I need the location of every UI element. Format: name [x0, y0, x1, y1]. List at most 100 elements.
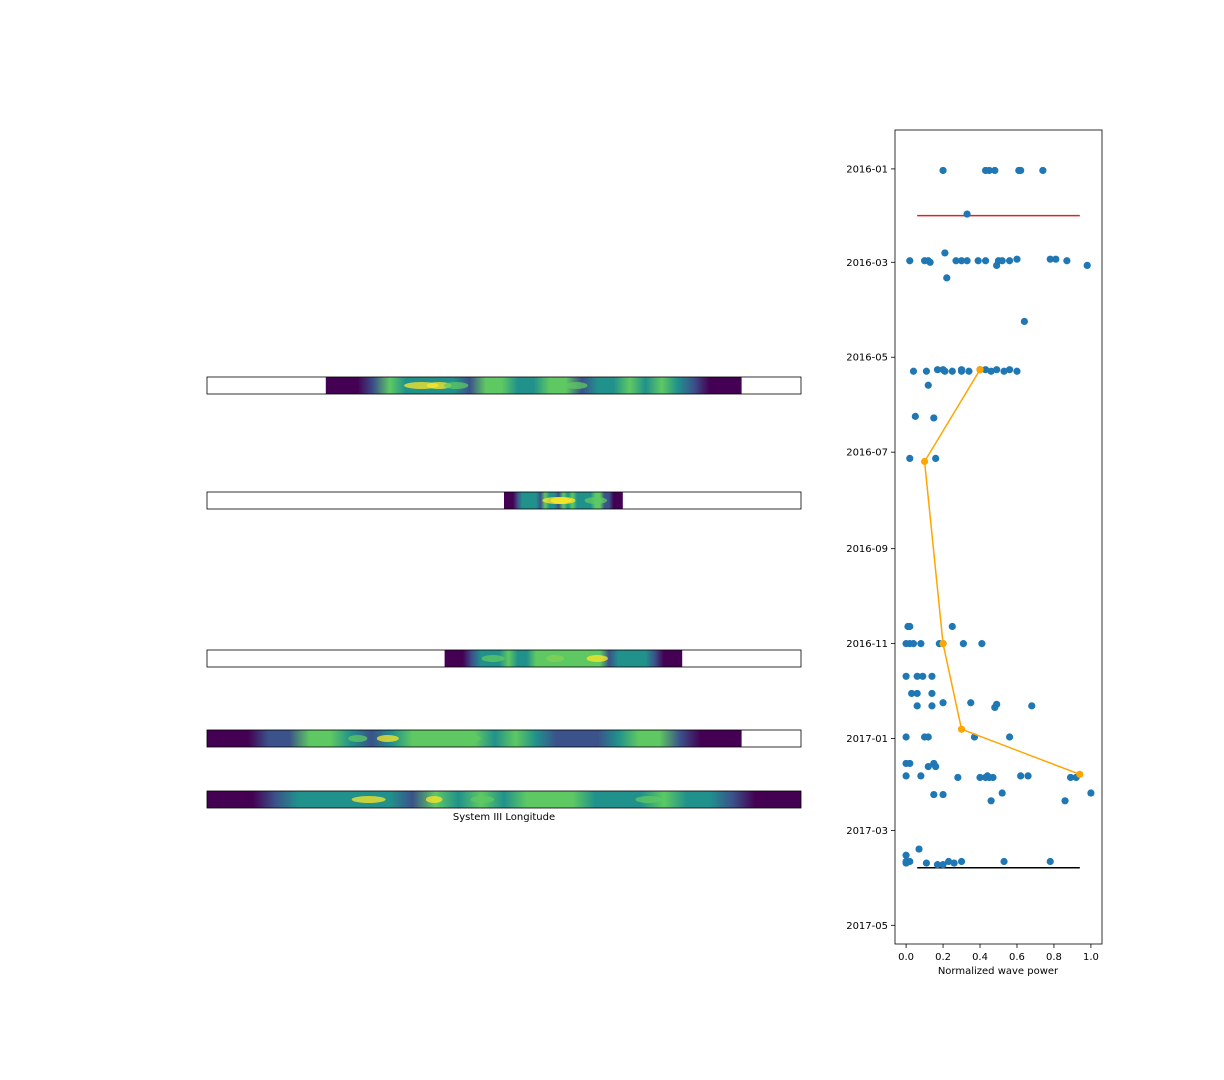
scatter-point: [922, 859, 931, 867]
trend-point: [1076, 770, 1084, 778]
scatter-point: [902, 851, 910, 859]
scatter-point: [974, 257, 982, 265]
scatter-point: [998, 789, 1006, 797]
scatter-point: [1046, 857, 1054, 866]
scatter-point: [959, 640, 967, 648]
strip-hotspot: [584, 497, 608, 504]
scatter-point: [952, 257, 960, 265]
scatter-point: [906, 454, 914, 463]
scatter-point: [1061, 797, 1069, 805]
scatter-point: [941, 249, 949, 257]
scatter-point: [1039, 166, 1047, 175]
strip-hotspot: [540, 655, 574, 662]
strip-hotspot: [635, 796, 663, 803]
scatter-point: [1013, 367, 1021, 375]
y-tick-label: 2016-11: [846, 639, 888, 650]
scatter-point: [957, 857, 966, 866]
scatter-point: [919, 672, 927, 680]
scatter-point: [1046, 255, 1054, 263]
scatter-point: [943, 274, 951, 282]
scatter-point: [963, 210, 971, 218]
scatter-point: [957, 367, 966, 375]
scatter-point: [930, 790, 938, 799]
strip-frame: [206, 491, 802, 510]
x-tick-label: 0.0: [898, 952, 914, 963]
y-tick-label: 2017-05: [846, 921, 888, 932]
scatter-point: [928, 702, 936, 710]
scatter-point: [915, 845, 923, 853]
scatter-point: [924, 733, 932, 741]
scatter-point: [933, 861, 942, 869]
scatter-point: [981, 366, 990, 374]
scatter-point: [906, 759, 914, 768]
scatter-point: [932, 762, 940, 771]
trend-point: [957, 725, 966, 733]
scatter-point: [991, 703, 999, 712]
scatter-point: [924, 381, 932, 389]
scatter-point: [928, 689, 936, 698]
longitude-strips: [206, 376, 802, 809]
scatter-point: [928, 672, 936, 680]
scatter-point: [902, 857, 910, 866]
scatter-point: [967, 699, 975, 707]
scatter-point: [957, 257, 966, 265]
strip-frame: [206, 376, 802, 395]
scatter-point: [902, 672, 910, 680]
scatter-point: [917, 772, 925, 780]
longitude-strip: [206, 649, 802, 668]
trend-point: [939, 640, 947, 648]
longitude-strip: [206, 790, 802, 809]
longitude-strip: [206, 491, 802, 510]
scatter-point: [965, 367, 973, 375]
strip-hotspot: [550, 497, 576, 504]
scatter-point: [913, 689, 921, 698]
scatter-point: [1066, 773, 1075, 782]
x-tick-label: 0.8: [1046, 952, 1062, 963]
y-tick-label: 2016-03: [846, 258, 888, 269]
scatter-point: [991, 166, 999, 175]
scatter-point: [1024, 772, 1032, 780]
x-axis-ticks: 0.0 0.2 0.4 0.6 0.8 1.0: [898, 944, 1099, 963]
strip-frame: [206, 729, 802, 748]
y-tick-label: 2016-07: [846, 448, 888, 459]
strip-frame: [206, 790, 802, 809]
scatter-point: [1005, 733, 1014, 741]
strip-coverage: [325, 377, 742, 394]
scatter-point: [998, 257, 1006, 265]
strip-hotspot: [565, 382, 588, 389]
scatter-point: [1017, 772, 1025, 780]
scatter-point: [911, 412, 919, 420]
longitude-strip: [206, 729, 802, 748]
scatter-point: [913, 702, 921, 710]
y-tick-label: 2017-03: [846, 826, 888, 837]
scatter-point: [930, 414, 938, 422]
strip-hotspot: [586, 655, 608, 662]
scatter-point: [1005, 366, 1014, 374]
scatter-point: [933, 366, 942, 374]
scatter-point: [939, 699, 947, 707]
scatter-point: [1020, 317, 1028, 326]
scatter-point: [926, 258, 934, 266]
strip-hotspot: [351, 796, 386, 803]
x-tick-label: 0.6: [1009, 952, 1025, 963]
scatter-point: [1017, 166, 1025, 175]
scatter-point: [1083, 261, 1091, 270]
scatter-point: [1087, 789, 1095, 797]
strip-hotspot: [376, 735, 399, 742]
scatter-point: [917, 640, 925, 648]
x-tick-label: 0.2: [935, 952, 951, 963]
strip-frame: [206, 649, 802, 668]
scatter-point: [978, 640, 986, 648]
plot-frame: [894, 129, 1103, 945]
guide-lines: [917, 214, 1080, 869]
scatter-point: [954, 773, 962, 782]
scatter-points: [902, 166, 1095, 869]
strip-hotspot: [461, 735, 480, 742]
trend-series: [920, 366, 1084, 778]
wave-power-scatter: 2016-01 2016-03 2016-05 2016-07 2016-09 2016-…: [846, 129, 1103, 977]
scatter-point: [1013, 255, 1021, 263]
strip-hotspot: [481, 655, 505, 662]
scatter-point: [939, 861, 947, 869]
longitude-strip: [206, 376, 802, 395]
x-tick-label: 0.4: [972, 952, 988, 963]
